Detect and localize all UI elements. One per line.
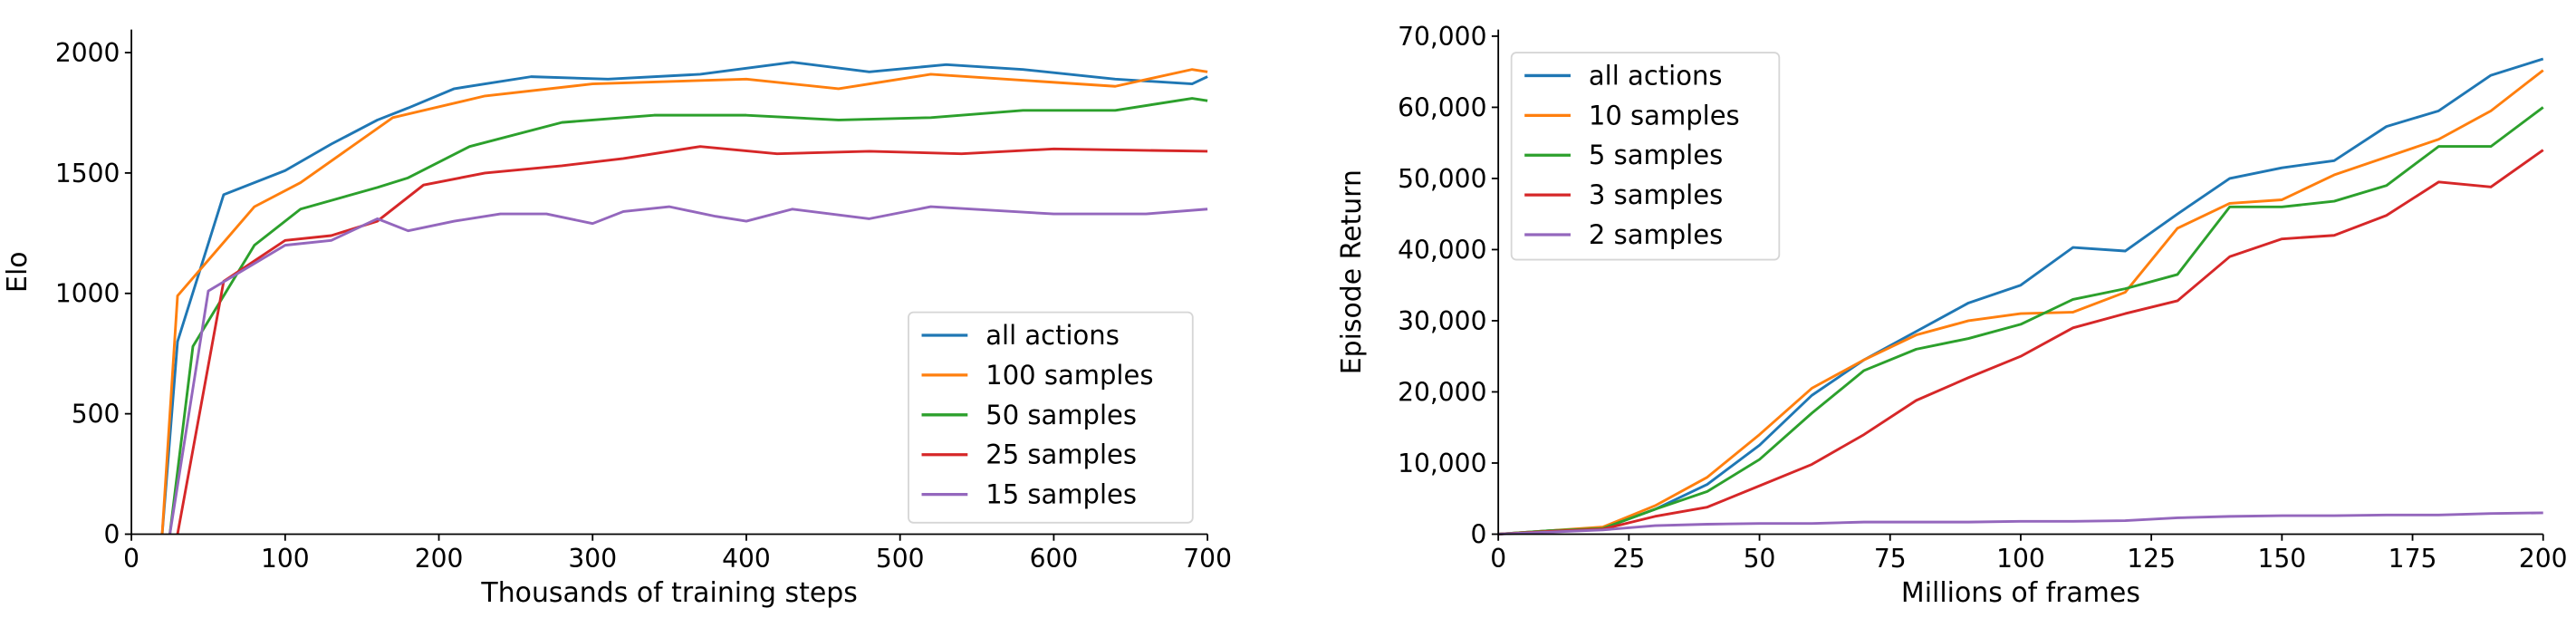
series-line-50-samples: [168, 97, 1208, 535]
y-tick-label: 50,000: [1398, 164, 1486, 194]
series-line-3-samples: [1498, 149, 2544, 536]
series-line-5-samples: [1498, 106, 2544, 536]
y-axis-label: Elo: [2, 251, 34, 293]
x-axis-label: Thousands of training steps: [480, 577, 857, 609]
y-axis-label: Episode Return: [1336, 169, 1368, 374]
legend-label: all actions: [985, 320, 1120, 351]
x-tick-label: 200: [2519, 544, 2568, 574]
legend-label: 5 samples: [1589, 140, 1723, 170]
legend-label: 50 samples: [985, 400, 1137, 430]
legend-label: 3 samples: [1589, 179, 1723, 210]
y-tick-label: 10,000: [1398, 449, 1486, 478]
x-tick-label: 700: [1183, 544, 1232, 574]
y-tick-label: 2000: [55, 38, 120, 68]
x-tick-label: 50: [1744, 544, 1776, 574]
y-tick-label: 0: [1471, 519, 1487, 549]
x-tick-label: 400: [722, 544, 771, 574]
series-line-15-samples: [168, 205, 1208, 535]
legend-box: [1510, 52, 1781, 261]
x-tick-label: 75: [1874, 544, 1907, 574]
y-tick-label: 70,000: [1398, 22, 1486, 52]
x-axis-label: Millions of frames: [1901, 577, 2140, 609]
x-tick-label: 175: [2389, 544, 2437, 574]
legend-label: 100 samples: [985, 360, 1153, 391]
legend-label: 2 samples: [1589, 219, 1723, 250]
y-tick-label: 1500: [55, 159, 120, 188]
x-tick-label: 25: [1612, 544, 1645, 574]
x-tick-label: 100: [1996, 544, 2045, 574]
series-line-all-actions: [1498, 57, 2544, 536]
x-tick-label: 300: [568, 544, 617, 574]
series-line-10-samples: [1498, 69, 2544, 536]
x-tick-label: 100: [261, 544, 310, 574]
y-tick-label: 40,000: [1398, 235, 1486, 265]
y-tick-label: 0: [104, 519, 120, 549]
legend-label: all actions: [1589, 60, 1723, 91]
legend-box: [908, 311, 1194, 524]
legend: all actions 100 samples 50 samples 25 sampl…: [908, 311, 1194, 524]
series-line-all-actions: [160, 61, 1208, 535]
y-tick-label: 500: [72, 400, 120, 430]
y-tick-label: 60,000: [1398, 92, 1486, 122]
legend-label: 15 samples: [985, 479, 1137, 510]
series-line-2-samples: [1498, 511, 2543, 536]
episode-return-chart: 0 25 50 75 100 125 150 175 200 0 10,000 20,000 30,00…: [1336, 22, 2568, 609]
x-tick-label: 200: [415, 544, 464, 574]
legend-label: 25 samples: [985, 439, 1137, 470]
x-tick-label: 125: [2127, 544, 2176, 574]
x-tick-label: 150: [2258, 544, 2307, 574]
x-tick-label: 0: [123, 544, 139, 574]
x-tick-label: 600: [1030, 544, 1079, 574]
x-tick-label: 0: [1490, 544, 1506, 574]
elo-chart: 0 100 200 300 400 500 600 700 0 500 1000 1500 2000 Th…: [2, 29, 1232, 609]
y-tick-label: 20,000: [1398, 377, 1486, 407]
series-line-100-samples: [160, 68, 1208, 535]
x-tick-label: 500: [876, 544, 925, 574]
legend-label: 10 samples: [1589, 100, 1740, 130]
legend: all actions 10 samples 5 samples 3 samples 2…: [1510, 52, 1781, 261]
y-tick-label: 1000: [55, 279, 120, 309]
y-tick-label: 30,000: [1398, 306, 1486, 336]
series-line-25-samples: [176, 145, 1208, 535]
